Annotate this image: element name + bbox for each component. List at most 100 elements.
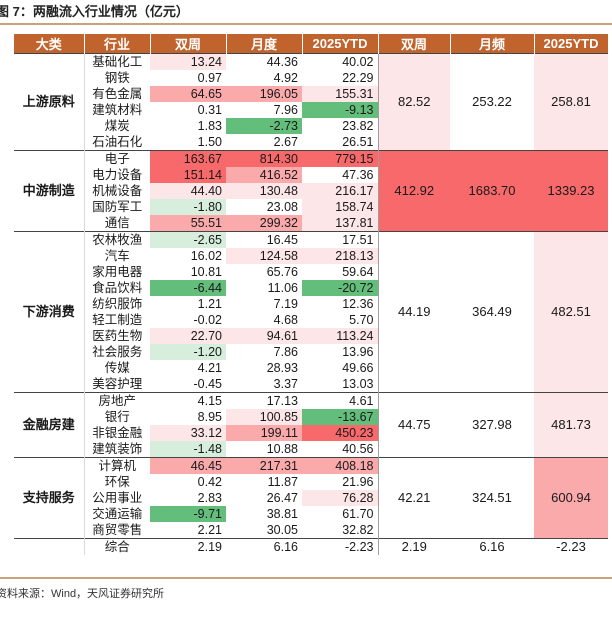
- ytd-value: 13.03: [302, 376, 379, 393]
- group-ytd-total: 1339.23: [534, 150, 608, 232]
- table-row: 有色金属 64.65 196.05 155.31: [14, 86, 608, 102]
- industry-cell: 建筑装饰: [92, 442, 143, 456]
- ytd-value: 4.61: [302, 392, 379, 409]
- group-biweekly-total: 42.21: [378, 457, 450, 539]
- ytd-value: 158.74: [302, 199, 379, 215]
- industry-cell: 轻工制造: [92, 313, 143, 327]
- table-row: 环保 0.42 11.87 21.96: [14, 474, 608, 490]
- biweekly-value: 22.70: [150, 328, 226, 344]
- table-row: 纺织服饰 1.21 7.19 12.36: [14, 296, 608, 312]
- ytd-value: 408.18: [302, 457, 379, 474]
- biweekly-value: 0.42: [197, 475, 222, 489]
- monthly-value: 28.93: [266, 361, 298, 375]
- group-ytd-total: 481.73: [534, 392, 608, 458]
- biweekly-value: 44.40: [150, 183, 226, 199]
- monthly-value: 130.48: [226, 183, 302, 199]
- industry-cell: 通信: [104, 216, 130, 230]
- industry-cell: 公用事业: [92, 491, 143, 505]
- ytd-value: 21.96: [302, 474, 379, 490]
- monthly-value: 94.61: [226, 328, 302, 344]
- monthly-value: 65.76: [266, 265, 298, 279]
- ytd-value: -9.13: [302, 102, 379, 118]
- category-cell: 金融房建: [14, 392, 85, 458]
- header-group-ytd: 2025YTD: [534, 34, 609, 54]
- table-row: 传媒 4.21 28.93 49.66: [14, 360, 608, 376]
- biweekly-value: -6.44: [150, 280, 226, 296]
- total-ytd-value: -2.23: [302, 538, 379, 555]
- ytd-value: 13.96: [302, 344, 379, 360]
- table-row: 上游原料 基础化工 13.24 44.36 40.02 82.52 253.22 258.81: [14, 53, 608, 151]
- industry-cell: 国防军工: [92, 200, 143, 214]
- industry-cell: 机械设备: [92, 184, 143, 198]
- group-ytd-total: 258.81: [534, 53, 608, 151]
- ytd-value: 23.82: [302, 118, 379, 134]
- figure-title: 图 7：两融流入行业情况（亿元）: [0, 4, 189, 19]
- monthly-value: 416.52: [226, 167, 302, 183]
- header-ytd: 2025YTD: [302, 34, 379, 54]
- total-row: 综合 2.19 6.16 -2.23 2.19 6.16 -2.23: [14, 538, 608, 555]
- ytd-value: 40.02: [302, 53, 379, 70]
- industry-cell: 农林牧渔: [84, 231, 150, 248]
- ytd-value: 32.82: [302, 522, 379, 539]
- group-biweekly-total: 412.92: [378, 150, 450, 232]
- biweekly-value: -0.45: [193, 377, 223, 391]
- monthly-value: -2.73: [226, 118, 302, 134]
- ytd-value: 40.56: [302, 441, 379, 458]
- biweekly-value: 0.97: [197, 71, 222, 85]
- group-biweekly-total: 44.19: [378, 231, 450, 393]
- biweekly-value: -2.65: [150, 231, 226, 248]
- table-row: 煤炭 1.83 -2.73 23.82: [14, 118, 608, 134]
- category-cell: 下游消费: [14, 231, 85, 393]
- table-row: 钢铁 0.97 4.92 22.29: [14, 70, 608, 86]
- header-industry: 行业: [84, 34, 151, 54]
- monthly-value: 30.05: [266, 523, 298, 537]
- industry-cell: 建筑材料: [92, 103, 143, 117]
- ytd-value: 17.51: [302, 231, 379, 248]
- ytd-value: -13.67: [302, 409, 379, 425]
- header-biweekly: 双周: [150, 34, 227, 54]
- monthly-value: 7.19: [273, 297, 298, 311]
- ytd-value: 22.29: [302, 70, 379, 86]
- category-cell: 中游制造: [14, 150, 85, 232]
- group-biweekly-total: 44.75: [378, 392, 450, 458]
- industry-cell: 家用电器: [92, 265, 143, 279]
- monthly-value: 100.85: [226, 409, 302, 425]
- industry-cell: 社会服务: [92, 345, 143, 359]
- table-row: 汽车 16.02 124.58 218.13: [14, 248, 608, 264]
- industry-cell: 电力设备: [92, 168, 143, 182]
- biweekly-value: -1.80: [150, 199, 226, 215]
- biweekly-value: -0.02: [193, 313, 223, 327]
- ytd-value: 137.81: [302, 215, 379, 232]
- monthly-value: 7.86: [273, 345, 298, 359]
- ytd-value: 49.66: [302, 360, 379, 376]
- biweekly-value: 33.12: [150, 425, 226, 441]
- ytd-value: 450.23: [302, 425, 379, 441]
- monthly-value: 3.37: [273, 377, 298, 391]
- biweekly-value: -1.48: [150, 441, 226, 458]
- biweekly-value: -9.71: [150, 506, 226, 522]
- table-row: 商贸零售 2.21 30.05 32.82: [14, 522, 608, 539]
- industry-cell: 食品饮料: [92, 281, 143, 295]
- ytd-value: 76.28: [302, 490, 379, 506]
- table-row: 银行 8.95 100.85 -13.67: [14, 409, 608, 425]
- ytd-value: 12.36: [302, 296, 379, 312]
- monthly-value: 38.81: [266, 507, 298, 521]
- table-row: 医药生物 22.70 94.61 113.24: [14, 328, 608, 344]
- table-row: 食品饮料 -6.44 11.06 -20.72: [14, 280, 608, 296]
- biweekly-value: 64.65: [150, 86, 226, 102]
- monthly-value: 16.45: [226, 231, 302, 248]
- group-ytd-total: 482.51: [534, 231, 608, 393]
- industry-cell: 银行: [104, 410, 130, 424]
- header-category: 大类: [14, 34, 85, 54]
- industry-cell: 有色金属: [92, 87, 143, 101]
- ytd-value: 113.24: [302, 328, 379, 344]
- biweekly-value: 55.51: [150, 215, 226, 232]
- table-row: 建筑装饰 -1.48 10.88 40.56: [14, 441, 608, 458]
- industry-cell: 电子: [84, 150, 150, 167]
- monthly-value: 4.92: [273, 71, 298, 85]
- total-group-monthly: 6.16: [450, 538, 534, 555]
- monthly-value: 23.08: [266, 200, 298, 214]
- monthly-value: 196.05: [226, 86, 302, 102]
- group-monthly-total: 327.98: [450, 392, 534, 458]
- ytd-value: 216.17: [302, 183, 379, 199]
